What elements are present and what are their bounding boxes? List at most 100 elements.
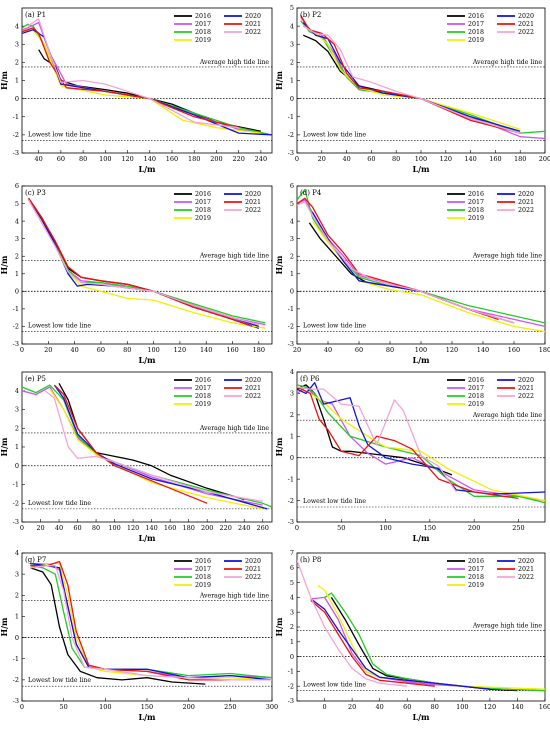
legend-label-2017: 2017 <box>195 566 211 573</box>
y-tick-label: -3 <box>288 149 294 157</box>
x-tick-label: 50 <box>60 703 68 711</box>
x-tick-label: 140 <box>145 524 157 532</box>
x-tick-label: 150 <box>424 524 436 532</box>
y-tick-label: 1 <box>15 613 19 621</box>
y-tick-label: 0 <box>290 95 294 103</box>
x-tick-label: 200 <box>468 524 480 532</box>
x-tick-label: 80 <box>386 346 394 354</box>
legend-label-2022: 2022 <box>245 29 261 36</box>
series-line-2022 <box>297 201 515 324</box>
series-line-2019 <box>49 388 263 510</box>
y-tick-label: 4 <box>15 217 19 225</box>
x-tick-label: 0 <box>295 155 299 163</box>
legend-label-2022: 2022 <box>518 574 534 581</box>
high-tide-label: Average high tide line <box>472 59 542 66</box>
y-tick-label: 1 <box>290 270 294 278</box>
y-tick-label: 2 <box>290 59 294 67</box>
x-tick-label: 0 <box>20 703 24 711</box>
legend-label-2019: 2019 <box>468 401 484 408</box>
series-line-2021 <box>28 197 253 328</box>
series-line-2018 <box>28 199 266 324</box>
legend-label-2018: 2018 <box>195 29 211 36</box>
y-tick-label: 0 <box>15 288 19 296</box>
x-tick-label: 160 <box>489 155 501 163</box>
x-tick-label: 150 <box>141 703 153 711</box>
series-line-2018 <box>297 384 545 504</box>
x-tick-label: 200 <box>201 524 213 532</box>
x-axis-label: L/m <box>138 712 156 722</box>
y-tick-label: 1 <box>290 638 294 646</box>
x-tick-label: 40 <box>376 703 384 711</box>
low-tide-label: Lowest low tide line <box>303 498 366 505</box>
legend-label-2021: 2021 <box>518 385 534 392</box>
y-tick-label: 1 <box>15 270 19 278</box>
series-line-2016 <box>330 597 518 692</box>
x-tick-label: 80 <box>92 524 100 532</box>
x-axis-label: L/m <box>138 533 156 543</box>
y-tick-label: -1 <box>288 668 294 676</box>
x-tick-label: 60 <box>97 346 105 354</box>
legend-label-2018: 2018 <box>195 207 211 214</box>
y-tick-label: -2 <box>288 497 294 505</box>
legend-label-2020: 2020 <box>518 191 534 198</box>
x-tick-label: 20 <box>318 155 326 163</box>
y-tick-label: -1 <box>13 305 19 313</box>
y-tick-label: 4 <box>15 387 19 395</box>
legend-label-2022: 2022 <box>245 393 261 400</box>
legend-label-2017: 2017 <box>195 21 211 28</box>
y-tick-label: 1 <box>290 432 294 440</box>
legend-label-2017: 2017 <box>195 199 211 206</box>
x-tick-label: 100 <box>108 524 120 532</box>
x-tick-label: 140 <box>200 346 212 354</box>
legend-label-2016: 2016 <box>195 558 211 565</box>
x-tick-label: 120 <box>174 346 186 354</box>
legend-label-2021: 2021 <box>518 199 534 206</box>
x-tick-label: 220 <box>219 524 231 532</box>
series-line-2022 <box>297 386 457 493</box>
series-line-2016 <box>58 382 245 501</box>
y-tick-label: 3 <box>15 40 19 48</box>
y-tick-label: -2 <box>13 323 19 331</box>
y-axis-label: H/m <box>0 437 9 456</box>
x-axis-label: L/m <box>138 355 156 365</box>
series-line-2018 <box>297 188 545 324</box>
panel-title: (e) P5 <box>25 375 46 383</box>
x-tick-label: 180 <box>514 155 526 163</box>
series-line-2017 <box>297 386 545 502</box>
x-tick-label: 80 <box>79 155 87 163</box>
legend-label-2019: 2019 <box>195 582 211 589</box>
x-axis-label: L/m <box>412 355 430 365</box>
x-tick-label: 120 <box>484 703 496 711</box>
series-line-2022 <box>28 199 259 326</box>
y-tick-label: 4 <box>290 22 294 30</box>
x-tick-label: 200 <box>182 703 194 711</box>
series-line-2019 <box>297 386 545 502</box>
legend-label-2017: 2017 <box>195 385 211 392</box>
x-tick-label: 220 <box>232 155 244 163</box>
legend-label-2016: 2016 <box>195 191 211 198</box>
x-tick-label: 180 <box>182 524 194 532</box>
series-line-2016 <box>30 567 206 685</box>
x-tick-label: 120 <box>127 524 139 532</box>
x-tick-label: 100 <box>456 703 468 711</box>
y-tick-label: 0 <box>290 288 294 296</box>
legend-label-2017: 2017 <box>468 385 484 392</box>
panel-7: Average high tide line Lowest low tide li… <box>0 549 278 722</box>
low-tide-label: Lowest low tide line <box>303 131 366 138</box>
series-line-2017 <box>300 16 545 140</box>
y-tick-label: -1 <box>288 305 294 313</box>
x-tick-label: 180 <box>253 346 265 354</box>
x-tick-label: 160 <box>166 155 178 163</box>
x-tick-label: 0 <box>322 703 326 711</box>
series-line-2020 <box>311 211 499 321</box>
y-tick-label: 3 <box>290 40 294 48</box>
y-tick-label: 2 <box>15 59 19 67</box>
series-group <box>22 18 272 136</box>
y-tick-label: 2 <box>290 411 294 419</box>
x-tick-label: 60 <box>73 524 81 532</box>
legend-label-2021: 2021 <box>518 566 534 573</box>
x-tick-label: 100 <box>99 155 111 163</box>
legend-label-2021: 2021 <box>245 21 261 28</box>
y-tick-label: 3 <box>290 390 294 398</box>
